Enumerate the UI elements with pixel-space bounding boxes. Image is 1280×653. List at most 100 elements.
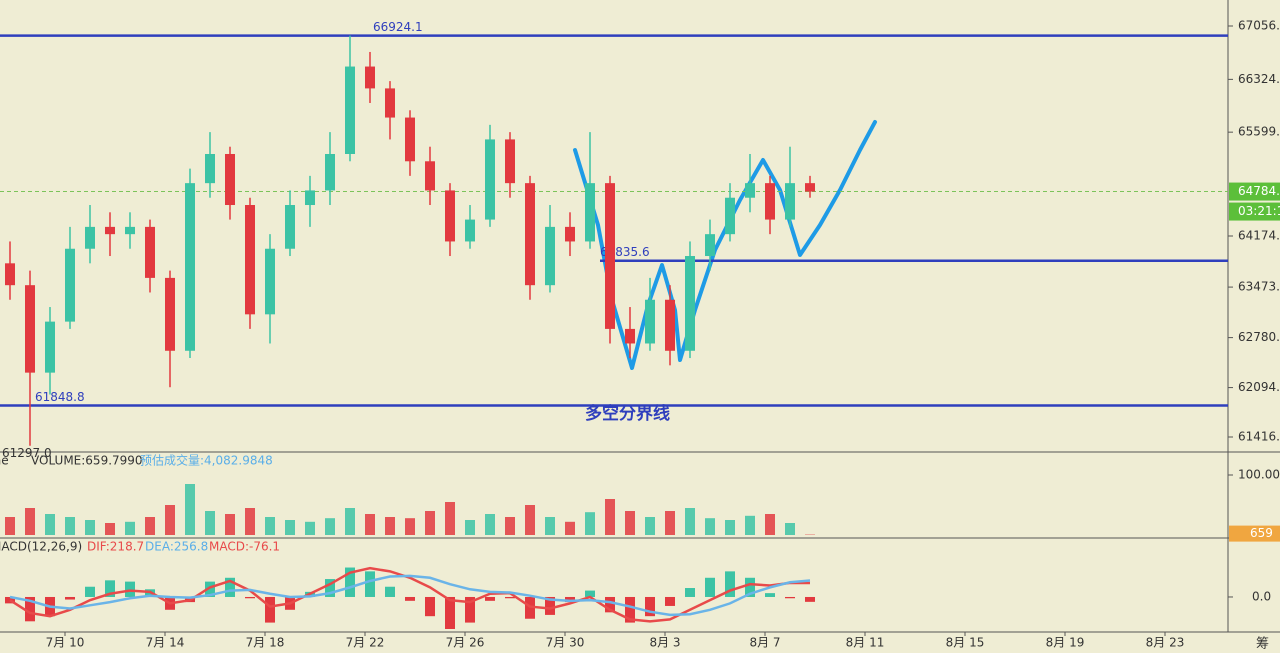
time-tag [1229, 202, 1280, 221]
candle-body [665, 299, 675, 351]
candle-body [185, 183, 195, 351]
macd-hist [125, 581, 135, 597]
volume-bar [745, 515, 755, 535]
candle-body [65, 248, 75, 322]
volume-bar [685, 507, 695, 535]
candle-body [605, 183, 615, 329]
candle-body [725, 197, 735, 235]
volume-bar [425, 510, 435, 535]
zone-label: 多空分界线 [585, 403, 670, 424]
macd-hist [405, 596, 415, 601]
price-tag [1229, 182, 1280, 201]
macd-hist [725, 571, 735, 597]
volume-bar [405, 518, 415, 535]
volume-bar [505, 516, 515, 535]
y-tick-label: 0.0 [1252, 589, 1271, 603]
candle-body [525, 183, 535, 286]
candle-body [105, 226, 115, 235]
y-tick-label: 62094.9 [1238, 380, 1280, 394]
y-tick-label: 65599.6 [1238, 125, 1280, 139]
volume-bar [285, 519, 295, 535]
volume-bar [105, 523, 115, 535]
candle-body [265, 248, 275, 315]
macd-hist [105, 580, 115, 597]
volume-bar [585, 512, 595, 535]
macd-legend: MACD(12,26,9) [0, 540, 82, 554]
macd-dif [9, 566, 811, 623]
candle-body [205, 153, 215, 184]
candle-body [585, 183, 595, 242]
candle-body [565, 226, 575, 242]
macd-hist [485, 596, 495, 601]
candle-body [785, 183, 795, 220]
macd-hist [745, 577, 755, 597]
volume-bar [525, 504, 535, 535]
macd-hist [765, 593, 775, 597]
macd-hist [25, 596, 35, 622]
x-tick-label: 7月 18 [246, 636, 285, 650]
candle-body [305, 190, 315, 206]
volume-bar [65, 516, 75, 535]
y-tick-label: 62780.6 [1238, 330, 1280, 344]
candle-body [705, 234, 715, 257]
volume-bar [345, 507, 355, 535]
volume-bar [645, 516, 655, 535]
candle-body [685, 256, 695, 351]
volume-bar [765, 513, 775, 535]
x-tick-label: 8月 19 [1046, 636, 1085, 650]
macd-hist [445, 596, 455, 629]
candle-body [745, 183, 755, 198]
macd-hist [665, 596, 675, 606]
candle-body [505, 139, 515, 184]
candle-body [445, 190, 455, 242]
macd-hist [205, 581, 215, 597]
volume-bar [185, 483, 195, 535]
candle-body [365, 66, 375, 89]
candle-body [405, 117, 415, 162]
volume-tag [1229, 525, 1280, 542]
x-tick-label: 8月 11 [846, 636, 885, 650]
candle-body [425, 161, 435, 191]
y-tick-label: 63473.8 [1238, 280, 1280, 294]
candle-body [25, 285, 35, 373]
volume-bar [245, 507, 255, 535]
x-tick-label: 7月 22 [346, 636, 385, 650]
candle-body [345, 66, 355, 154]
y-tick-label: 61416.8 [1238, 430, 1280, 444]
volume-bar [665, 510, 675, 535]
macd-legend: DEA:256.8 [145, 540, 208, 554]
candle-body [5, 263, 15, 286]
volume-bar [625, 510, 635, 535]
volume-bar [145, 516, 155, 535]
macd-hist [585, 590, 595, 597]
macd-hist [505, 596, 515, 599]
volume-bar [45, 513, 55, 535]
volume-bar [165, 504, 175, 535]
macd-hist [385, 586, 395, 597]
volume-bar [385, 516, 395, 535]
macd-hist [245, 596, 255, 599]
candle-body [285, 205, 295, 249]
candle-body [85, 226, 95, 249]
x-tick-label: 8月 7 [749, 636, 780, 650]
macd-hist [465, 596, 475, 623]
macd-legend: DIF:218.7 [87, 540, 144, 554]
macd-hist [525, 596, 535, 619]
volume-bar [485, 513, 495, 535]
volume-bar [265, 516, 275, 535]
candle-body [225, 153, 235, 206]
volume-legend: Volume [0, 454, 9, 468]
candle-body [645, 299, 655, 344]
macd-hist [225, 577, 235, 597]
volume-bar [545, 516, 555, 535]
macd-hist [65, 596, 75, 600]
candle-body [145, 226, 155, 278]
volume-bar [705, 518, 715, 535]
y-tick-label: 100.00K [1238, 467, 1280, 481]
volume-bar [365, 513, 375, 535]
price-tag-label: 64784.6 [1238, 184, 1280, 198]
macd-hist [85, 586, 95, 597]
volume-bar [565, 521, 575, 535]
